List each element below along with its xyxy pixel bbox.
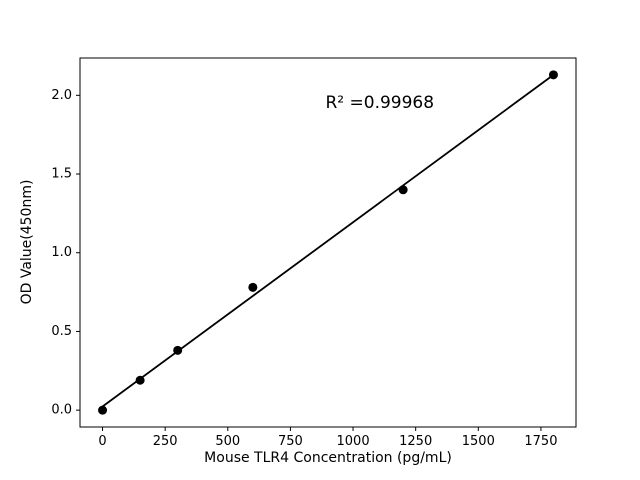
y-tick-label: 2.0 xyxy=(51,88,72,103)
x-axis-label: Mouse TLR4 Concentration (pg/mL) xyxy=(204,450,452,466)
data-series xyxy=(98,70,558,415)
y-tick-label: 0.5 xyxy=(51,324,72,339)
y-axis-label: OD Value(450nm) xyxy=(19,180,35,305)
x-tick-label: 1000 xyxy=(337,434,370,449)
y-tick-label: 0.0 xyxy=(51,403,72,418)
x-tick-label: 250 xyxy=(153,434,178,449)
data-point xyxy=(398,185,408,195)
x-tick-label: 500 xyxy=(215,434,240,449)
data-point xyxy=(98,405,108,415)
axis-ticks: 0 250 500 750 1000 1250 1500 1750 0.0 0.5 1.0 1.5 2.… xyxy=(51,88,557,449)
y-tick-label: 1.0 xyxy=(51,245,72,260)
data-point xyxy=(135,375,145,385)
x-tick-label: 1500 xyxy=(462,434,495,449)
x-tick-label: 1250 xyxy=(399,434,432,449)
r-squared-annotation: R² =0.99968 xyxy=(325,93,434,113)
x-tick-label: 1750 xyxy=(524,434,557,449)
y-tick-label: 1.5 xyxy=(51,167,72,182)
x-tick-label: 750 xyxy=(278,434,303,449)
data-point xyxy=(173,345,183,355)
x-tick-label: 0 xyxy=(98,434,106,449)
data-point xyxy=(548,70,558,80)
data-point xyxy=(248,282,258,292)
